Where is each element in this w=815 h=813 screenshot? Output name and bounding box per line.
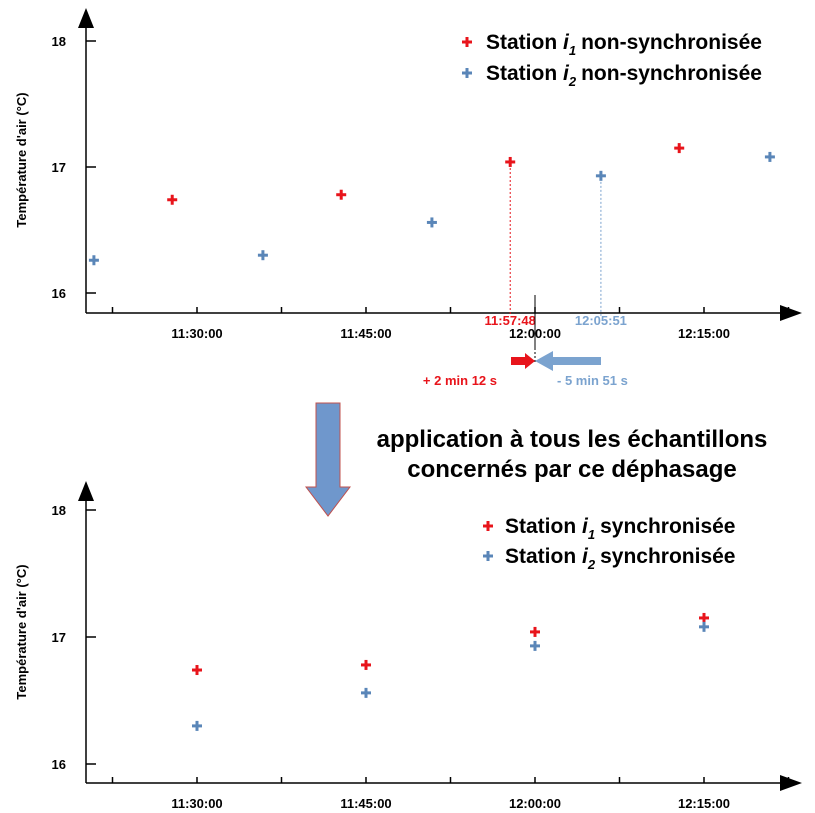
legend-label-i1: Station i1 non-synchronisée bbox=[486, 31, 762, 58]
data-points bbox=[88, 37, 775, 266]
x-tick-group: 11:30:00 11:45:00 12:00:00 12:15:00 bbox=[111, 307, 790, 341]
legend: Station i1 non-synchronisée Station i2 non… bbox=[486, 31, 762, 89]
legend-i1-italic: i bbox=[563, 31, 570, 54]
x-tick-label: 11:45:00 bbox=[340, 796, 391, 811]
legend-marker-i1 bbox=[483, 521, 493, 531]
legend-label-i1: Station i1 synchronisée bbox=[505, 515, 736, 542]
data-point-i2 bbox=[192, 720, 202, 731]
data-point-i1 bbox=[167, 194, 178, 205]
data-point-i2 bbox=[764, 151, 775, 162]
legend-i1-sub: 1 bbox=[569, 43, 576, 58]
legend-i2-main: Station bbox=[505, 545, 576, 568]
data-point-i2 bbox=[88, 255, 99, 266]
y-tick-label: 17 bbox=[52, 160, 66, 175]
x-axis-arrowhead bbox=[780, 775, 802, 791]
red-shift-arrow bbox=[511, 353, 535, 369]
y-tick-label: 17 bbox=[52, 630, 66, 645]
legend-i2-main: Station bbox=[486, 62, 557, 85]
data-point-i2 bbox=[361, 687, 371, 698]
legend-i2-rest: non-synchronisée bbox=[581, 62, 762, 85]
legend-i2-italic: i bbox=[563, 62, 570, 85]
axes bbox=[78, 8, 802, 321]
middle-text-line1: application à tous les échantillons bbox=[377, 426, 768, 453]
y-tick-label: 16 bbox=[52, 757, 66, 772]
legend-i2-sub: 2 bbox=[587, 557, 596, 572]
y-tick-group: 16 17 18 bbox=[52, 503, 96, 772]
shift-arrows: + 2 min 12 s - 5 min 51 s bbox=[423, 295, 628, 388]
legend-label-i2: Station i2 non-synchronisée bbox=[486, 62, 762, 89]
blue-shift-label: - 5 min 51 s bbox=[557, 373, 628, 388]
legend: Station i1 synchronisée Station i2 synchro… bbox=[505, 515, 736, 572]
legend-i2-italic: i bbox=[582, 545, 589, 568]
legend-marker-i1 bbox=[462, 37, 472, 47]
y-axis-arrowhead bbox=[78, 481, 94, 501]
legend-marker-i2 bbox=[483, 551, 493, 561]
y-tick-label: 16 bbox=[52, 286, 66, 301]
legend-label-i2: Station i2 synchronisée bbox=[505, 545, 736, 572]
data-points bbox=[192, 521, 709, 731]
data-point-i1 bbox=[336, 189, 347, 200]
x-tick-group: 11:30:00 11:45:00 12:00:00 12:15:00 bbox=[111, 777, 790, 811]
y-tick-label: 18 bbox=[52, 34, 66, 49]
data-point-i1 bbox=[505, 156, 516, 167]
data-point-i1 bbox=[530, 626, 540, 637]
legend-entry-i2: Station i2 non-synchronisée bbox=[486, 62, 762, 89]
blue-shift-arrow bbox=[535, 351, 601, 371]
data-point-i2 bbox=[530, 640, 540, 651]
data-point-i2 bbox=[257, 250, 268, 261]
legend-i1-main: Station bbox=[486, 31, 557, 54]
x-axis-arrowhead bbox=[780, 305, 802, 321]
x-tick-label: 11:45:00 bbox=[340, 326, 391, 341]
transition: application à tous les échantillons conc… bbox=[304, 402, 768, 517]
middle-text-line2: concernés par ce déphasage bbox=[407, 456, 736, 483]
x-tick-label: 12:15:00 bbox=[678, 796, 730, 811]
x-tick-label: 12:15:00 bbox=[678, 326, 730, 341]
down-arrow bbox=[304, 402, 352, 517]
legend-i1-main: Station bbox=[505, 515, 576, 538]
data-point-i1 bbox=[674, 143, 685, 154]
y-tick-group: 16 17 18 bbox=[52, 34, 96, 301]
legend-i1-sub: 1 bbox=[588, 527, 595, 542]
x-tick-label: 11:30:00 bbox=[171, 796, 222, 811]
y-axis-arrowhead bbox=[78, 8, 94, 28]
axes bbox=[78, 481, 802, 791]
data-point-i2 bbox=[426, 217, 437, 228]
legend-i2-rest: synchronisée bbox=[600, 545, 735, 568]
x-tick-label: 12:00:00 bbox=[509, 796, 561, 811]
legend-entry-i1: Station i1 non-synchronisée bbox=[486, 31, 762, 58]
legend-i1-rest: synchronisée bbox=[600, 515, 735, 538]
data-point-i2 bbox=[595, 170, 606, 181]
data-point-i2 bbox=[699, 621, 709, 632]
annotation-guides: 11:57:48 12:05:51 bbox=[485, 167, 627, 328]
legend-i2-sub: 2 bbox=[568, 74, 577, 89]
legend-i1-italic: i bbox=[582, 515, 589, 538]
legend-marker-i2 bbox=[462, 68, 472, 78]
legend-i1-rest: non-synchronisée bbox=[581, 31, 762, 54]
y-axis-title: Température d'air (°C) bbox=[14, 564, 29, 699]
data-point-i1 bbox=[699, 612, 709, 623]
y-axis-title: Température d'air (°C) bbox=[14, 92, 29, 227]
y-tick-label: 18 bbox=[52, 503, 66, 518]
red-shift-label: + 2 min 12 s bbox=[423, 373, 497, 388]
annotation-time-label: 12:05:51 bbox=[575, 313, 627, 328]
data-point-i1 bbox=[192, 665, 202, 676]
data-point-i1 bbox=[361, 659, 371, 670]
annotation-time-label: 11:57:48 bbox=[485, 313, 536, 328]
x-tick-label: 11:30:00 bbox=[171, 326, 222, 341]
